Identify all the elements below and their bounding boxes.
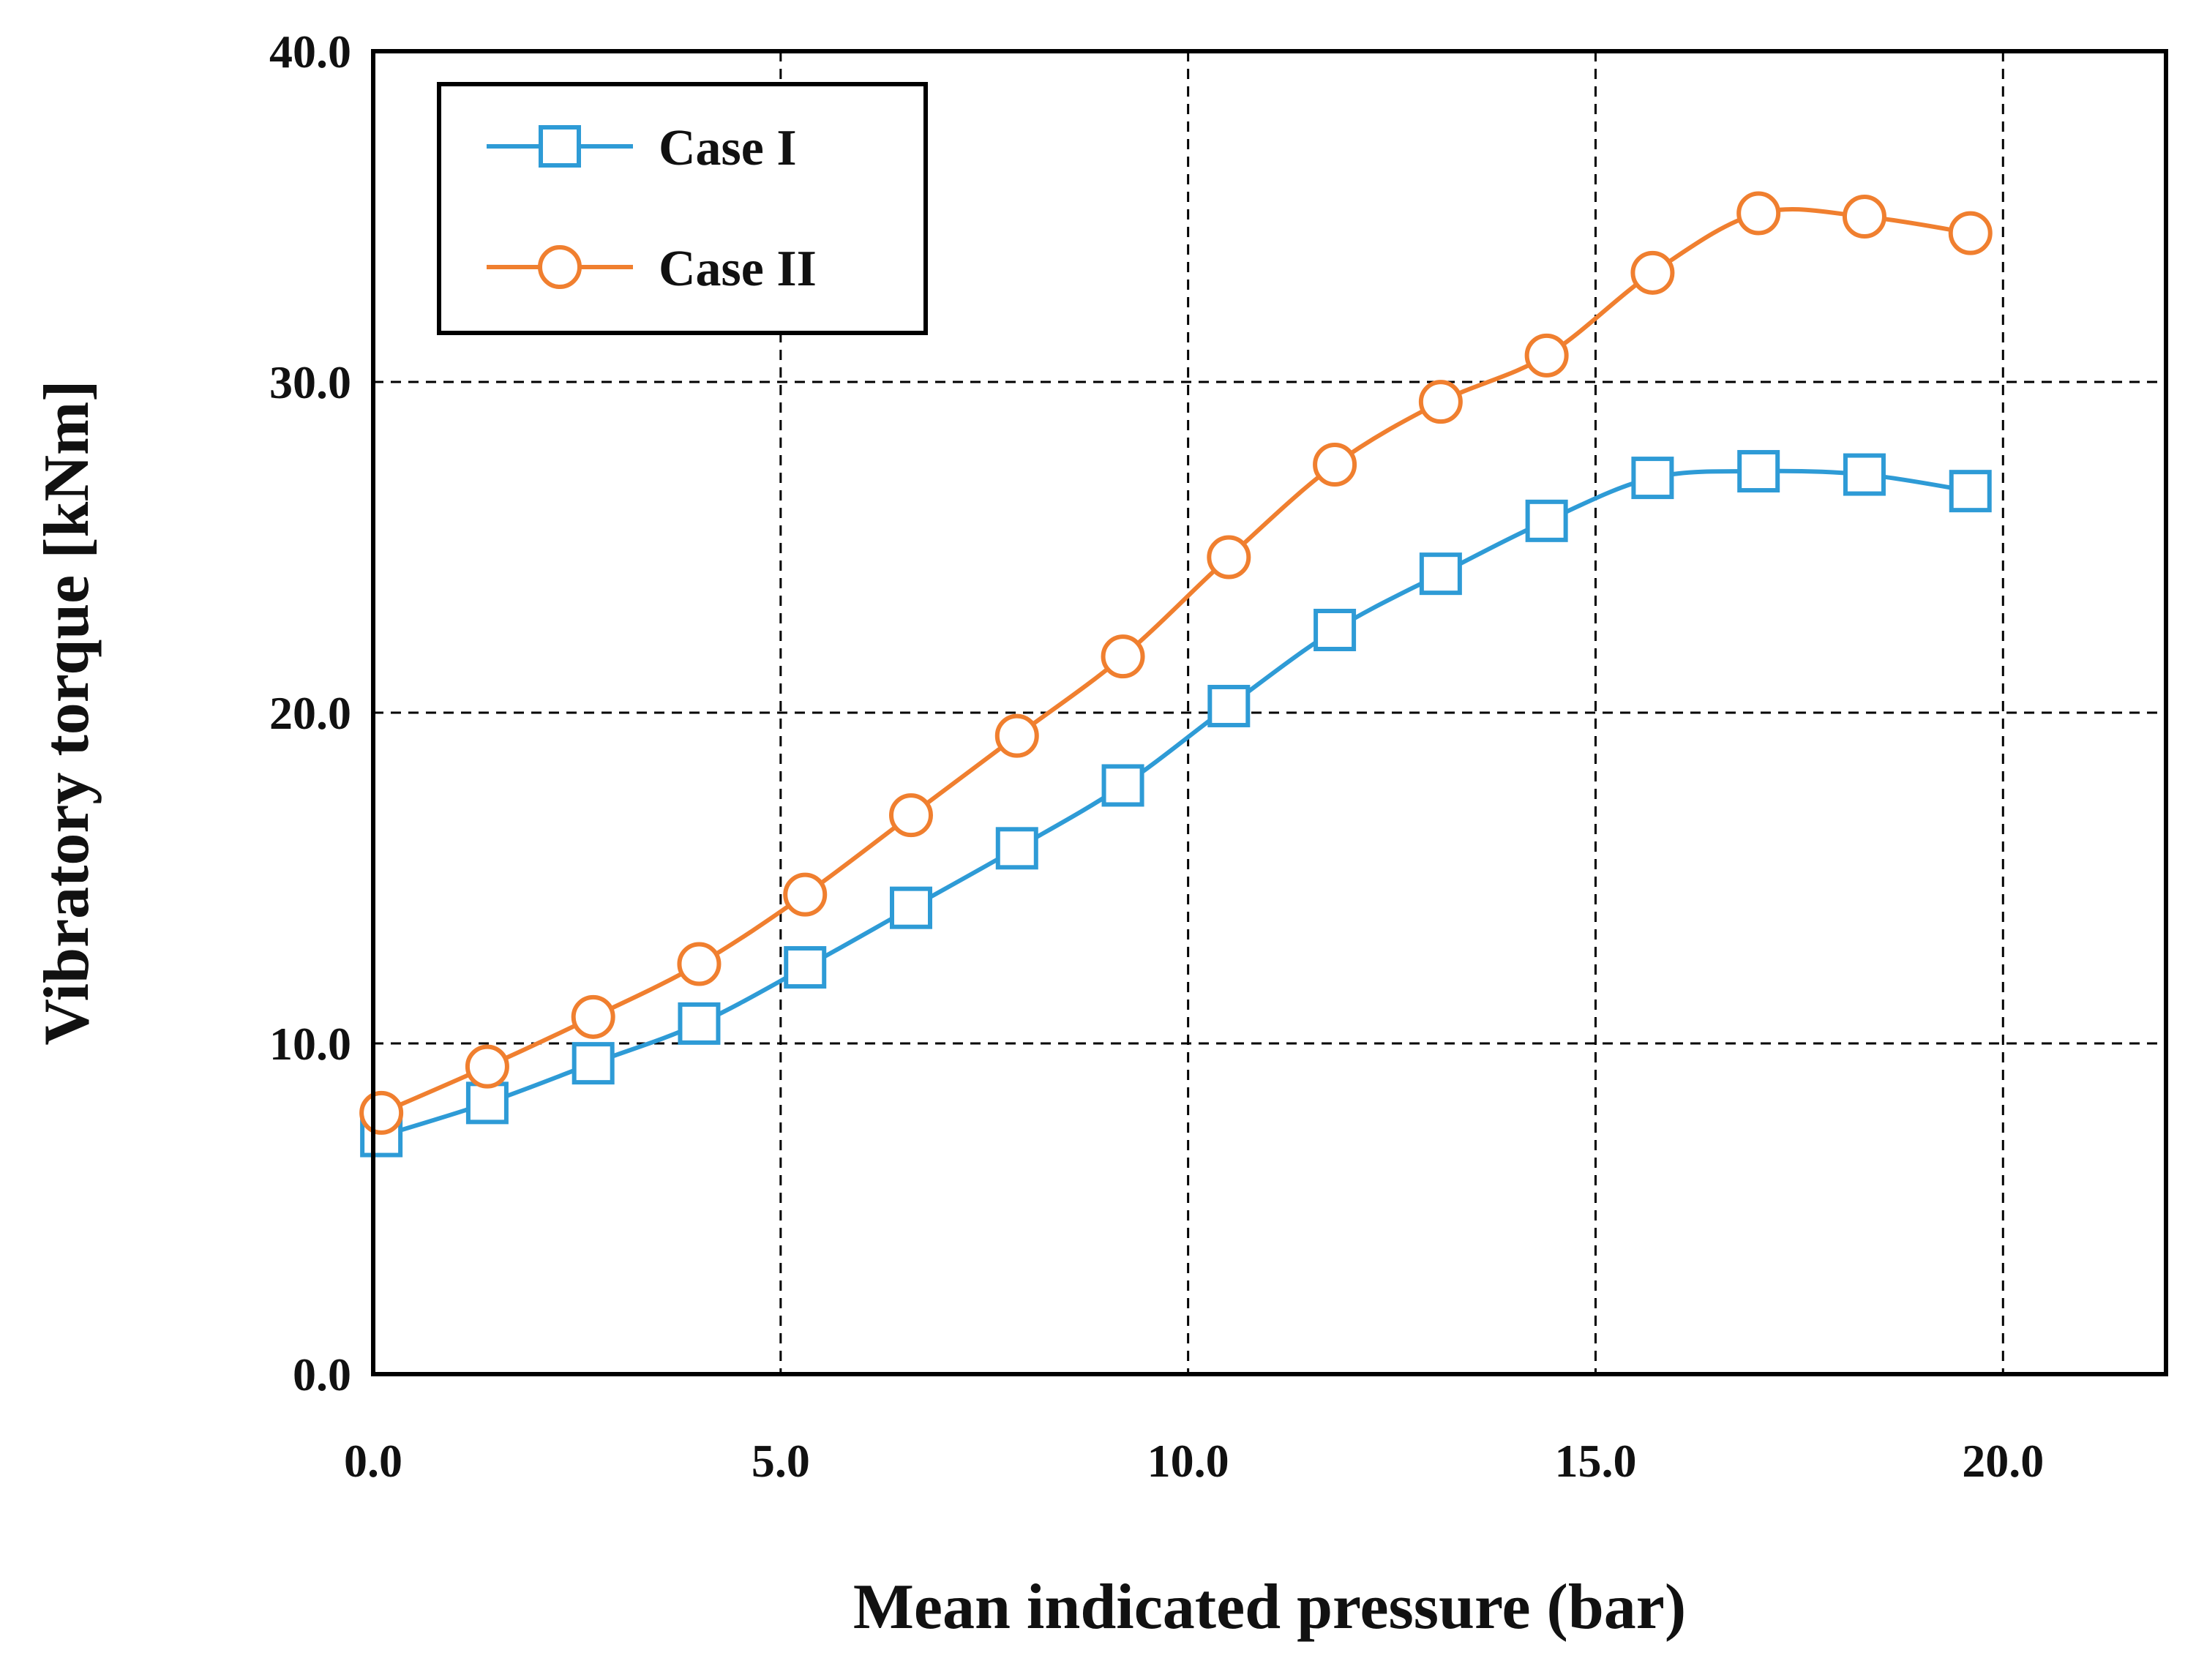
data-point-case-i xyxy=(1949,470,1992,513)
data-point-case-i xyxy=(1843,453,1886,496)
y-tick-label: 40.0 xyxy=(269,26,351,78)
series-layer xyxy=(359,191,1993,1158)
legend-marker-case-i xyxy=(539,125,581,168)
y-tick-label: 30.0 xyxy=(269,356,351,408)
data-point-case-i xyxy=(465,1081,509,1125)
legend: Case I Case II xyxy=(437,82,928,335)
y-tick-label: 10.0 xyxy=(269,1018,351,1070)
data-point-case-i xyxy=(890,886,932,929)
y-axis-title: Vibratory torque [kNm] xyxy=(31,380,102,1045)
tick-layer: 0.0 5.0 10.0 15.0 20.0 0.0 10.0 20.0 30.0 40.0 xyxy=(269,26,2044,1487)
series-line-case-ii xyxy=(380,206,1971,1115)
legend-marker-case-ii xyxy=(538,245,582,289)
data-point-case-ii xyxy=(465,1044,509,1089)
data-point-case-ii xyxy=(994,713,1039,758)
data-point-case-i xyxy=(1631,457,1674,500)
x-axis-title: Mean indicated pressure (bar) xyxy=(853,1572,1686,1643)
data-point-case-ii xyxy=(571,994,615,1039)
data-point-case-ii xyxy=(359,1090,404,1135)
y-tick-label: 20.0 xyxy=(269,687,351,739)
data-point-case-i xyxy=(1737,450,1780,493)
data-point-case-i xyxy=(1419,552,1462,596)
data-point-case-ii xyxy=(783,872,828,917)
data-point-case-ii xyxy=(889,793,933,838)
data-point-case-i xyxy=(1101,764,1144,807)
data-point-case-ii xyxy=(1101,634,1145,679)
data-point-case-ii xyxy=(1948,211,1993,255)
x-tick-label: 20.0 xyxy=(1962,1435,2044,1487)
x-tick-label: 0.0 xyxy=(344,1435,402,1487)
data-point-case-i xyxy=(1207,684,1251,727)
data-point-case-i xyxy=(1525,499,1568,542)
x-tick-label: 5.0 xyxy=(752,1435,810,1487)
x-tick-label: 10.0 xyxy=(1147,1435,1229,1487)
data-point-case-ii xyxy=(1418,380,1463,424)
data-point-case-ii xyxy=(1842,195,1886,239)
data-point-case-i xyxy=(572,1042,615,1085)
data-point-case-ii xyxy=(677,942,722,986)
legend-label-case-i: Case I xyxy=(659,120,797,176)
data-point-case-ii xyxy=(1524,333,1569,378)
data-point-case-ii xyxy=(1313,443,1357,487)
legend-label-case-ii: Case II xyxy=(659,241,817,297)
data-point-case-i xyxy=(784,946,827,989)
data-point-case-ii xyxy=(1630,250,1675,295)
x-tick-label: 15.0 xyxy=(1554,1435,1636,1487)
data-point-case-i xyxy=(995,827,1038,870)
data-point-case-i xyxy=(1314,609,1357,651)
legend-box xyxy=(437,82,928,335)
y-tick-label: 0.0 xyxy=(293,1349,351,1400)
data-point-case-i xyxy=(678,1002,721,1045)
series-case-i xyxy=(360,450,1992,1158)
data-point-case-ii xyxy=(1207,535,1251,580)
legend-items: Case I Case II xyxy=(487,120,817,297)
plot-frame xyxy=(371,49,2168,1376)
series-line-case-i xyxy=(381,468,1971,1139)
series-case-ii xyxy=(359,191,1993,1135)
data-point-case-ii xyxy=(1736,191,1781,236)
